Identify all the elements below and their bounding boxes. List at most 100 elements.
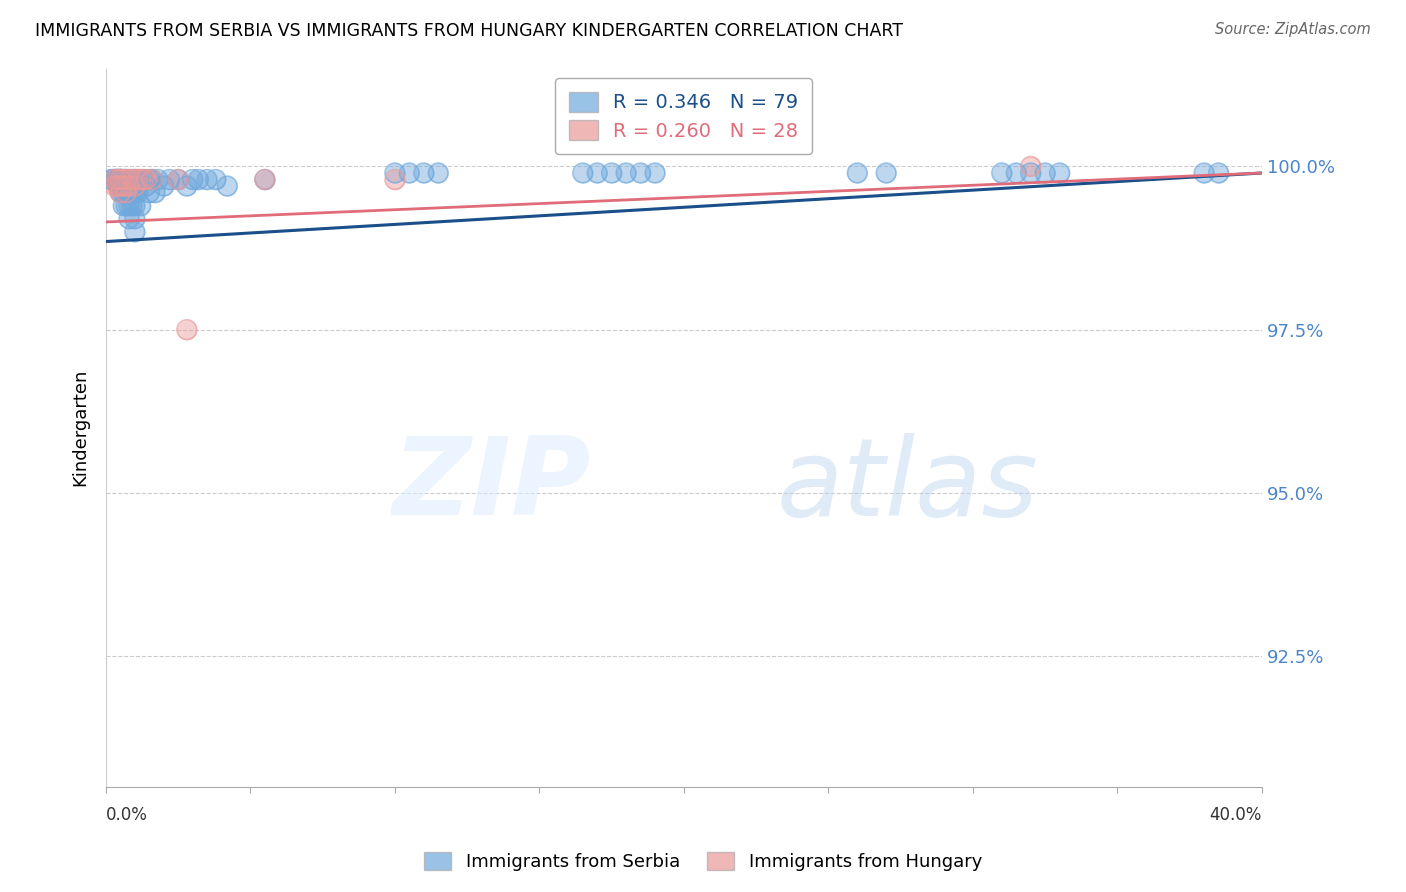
Point <box>1033 166 1056 180</box>
Point <box>1049 166 1071 180</box>
Legend: R = 0.346   N = 79, R = 0.260   N = 28: R = 0.346 N = 79, R = 0.260 N = 28 <box>555 78 813 154</box>
Point <box>107 172 129 186</box>
Point <box>135 179 157 194</box>
Point <box>644 166 666 180</box>
Text: Source: ZipAtlas.com: Source: ZipAtlas.com <box>1215 22 1371 37</box>
Point <box>110 172 132 186</box>
Point <box>187 172 209 186</box>
Point <box>600 166 623 180</box>
Point <box>115 172 138 186</box>
Point <box>176 323 198 337</box>
Point <box>141 172 163 186</box>
Text: atlas: atlas <box>776 433 1038 538</box>
Point <box>110 186 132 200</box>
Point <box>129 199 152 213</box>
Point <box>107 172 129 186</box>
Point <box>614 166 637 180</box>
Point <box>110 179 132 194</box>
Point <box>107 172 129 186</box>
Legend: Immigrants from Serbia, Immigrants from Hungary: Immigrants from Serbia, Immigrants from … <box>418 845 988 879</box>
Point <box>176 179 198 194</box>
Point <box>141 172 163 186</box>
Point <box>103 172 125 186</box>
Point <box>138 172 160 186</box>
Point <box>253 172 276 186</box>
Point <box>115 186 138 200</box>
Point <box>384 172 406 186</box>
Point <box>204 172 226 186</box>
Point <box>176 179 198 194</box>
Point <box>110 172 132 186</box>
Point <box>110 179 132 194</box>
Point <box>118 172 141 186</box>
Point <box>110 172 132 186</box>
Point <box>118 186 141 200</box>
Point <box>118 172 141 186</box>
Point <box>127 172 149 186</box>
Point <box>1019 166 1042 180</box>
Point <box>124 172 146 186</box>
Point <box>875 166 897 180</box>
Point <box>103 172 125 186</box>
Point <box>127 186 149 200</box>
Point <box>124 179 146 194</box>
Point <box>118 186 141 200</box>
Point <box>384 172 406 186</box>
Point <box>135 172 157 186</box>
Point <box>138 186 160 200</box>
Point <box>141 172 163 186</box>
Point <box>110 186 132 200</box>
Point <box>398 166 420 180</box>
Point <box>124 179 146 194</box>
Point <box>103 172 125 186</box>
Point <box>127 186 149 200</box>
Point <box>384 166 406 180</box>
Point <box>115 172 138 186</box>
Point <box>124 186 146 200</box>
Point <box>167 172 190 186</box>
Point <box>129 172 152 186</box>
Point <box>195 172 218 186</box>
Point <box>115 179 138 194</box>
Point <box>112 172 135 186</box>
Point <box>103 172 125 186</box>
Point <box>124 225 146 239</box>
Point <box>112 172 135 186</box>
Point <box>644 166 666 180</box>
Point <box>110 172 132 186</box>
Point <box>187 172 209 186</box>
Point <box>253 172 276 186</box>
Point <box>103 179 125 194</box>
Point <box>118 211 141 226</box>
Point <box>110 172 132 186</box>
Point <box>129 199 152 213</box>
Point <box>118 179 141 194</box>
Point <box>217 179 239 194</box>
Point <box>100 172 122 186</box>
Point <box>103 172 125 186</box>
Point <box>132 172 155 186</box>
Y-axis label: Kindergarten: Kindergarten <box>72 369 89 486</box>
Point <box>1033 166 1056 180</box>
Point <box>124 211 146 226</box>
Point <box>115 179 138 194</box>
Point <box>398 166 420 180</box>
Point <box>124 186 146 200</box>
Point <box>121 199 143 213</box>
Point <box>107 172 129 186</box>
Point <box>143 186 166 200</box>
Point <box>127 172 149 186</box>
Point <box>107 172 129 186</box>
Point <box>107 172 129 186</box>
Point <box>129 172 152 186</box>
Point <box>100 172 122 186</box>
Point <box>571 166 593 180</box>
Point <box>124 225 146 239</box>
Point <box>1208 166 1230 180</box>
Point <box>103 172 125 186</box>
Point <box>253 172 276 186</box>
Point <box>112 199 135 213</box>
Point <box>110 172 132 186</box>
Point <box>152 179 174 194</box>
Point <box>127 172 149 186</box>
